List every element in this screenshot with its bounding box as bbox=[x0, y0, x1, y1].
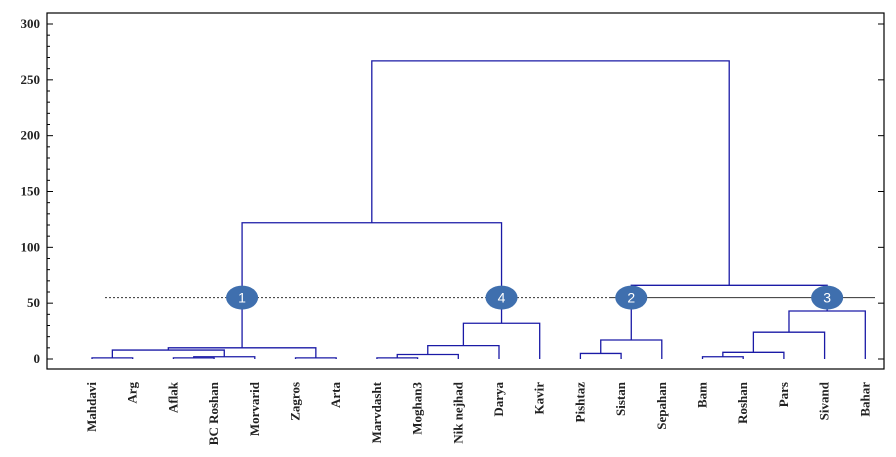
dendrogram-link bbox=[172, 357, 215, 359]
dendrogram-link bbox=[371, 60, 730, 286]
dendrogram-link bbox=[376, 357, 419, 359]
dendrogram-link bbox=[722, 351, 785, 359]
y-tick-label: 200 bbox=[21, 128, 41, 143]
leaf-label: Aflak bbox=[165, 381, 180, 413]
leaf-label: Sivand bbox=[817, 381, 832, 420]
leaf-label: BC Roshan bbox=[206, 381, 221, 445]
cluster-markers: 1 4 2 3 bbox=[226, 285, 844, 310]
y-tick-label: 150 bbox=[21, 184, 41, 199]
dendrogram-link bbox=[462, 322, 541, 359]
dendrogram-link bbox=[600, 339, 663, 359]
dendrogram-link bbox=[427, 344, 500, 359]
dendrogram-link bbox=[752, 331, 826, 359]
leaf-label: Pars bbox=[776, 382, 791, 407]
leaf-label: Arta bbox=[328, 382, 343, 408]
y-tick-label: 100 bbox=[21, 239, 41, 254]
leaf-label: Bam bbox=[695, 382, 710, 408]
cluster-label: 4 bbox=[498, 290, 506, 306]
y-tick-label: 250 bbox=[21, 72, 41, 87]
dendrogram-links bbox=[91, 60, 866, 359]
y-tick-label: 300 bbox=[21, 16, 41, 31]
leaf-label: Zagros bbox=[288, 382, 303, 421]
leaf-label: Darya bbox=[491, 382, 506, 417]
leaf-label: Marvdasht bbox=[369, 381, 384, 443]
leaf-label: Morvarid bbox=[247, 381, 262, 436]
dendrogram-link bbox=[241, 222, 503, 348]
cluster-label: 2 bbox=[627, 290, 635, 306]
leaf-label: Arg bbox=[125, 382, 140, 404]
cluster-label: 1 bbox=[238, 290, 246, 306]
leaf-label: Sepahan bbox=[654, 381, 669, 429]
chart-axes: 0 50 100 150 200 250 300 bbox=[21, 12, 885, 370]
plot-frame bbox=[46, 12, 885, 370]
dendrogram-link bbox=[701, 356, 744, 359]
y-tick-label: 0 bbox=[34, 351, 41, 366]
leaf-label: Roshan bbox=[735, 381, 750, 424]
leaf-label: Moghan3 bbox=[410, 382, 425, 435]
cluster-label: 3 bbox=[823, 290, 831, 306]
cluster-marker bbox=[615, 285, 648, 310]
leaf-label: Pishtaz bbox=[572, 382, 587, 423]
cluster-marker bbox=[485, 285, 518, 310]
cluster-marker bbox=[811, 285, 844, 310]
dendrogram-link bbox=[193, 356, 256, 359]
dendrogram-link bbox=[111, 349, 225, 358]
leaf-label: Sistan bbox=[613, 381, 628, 416]
leaf-label: Mahdavi bbox=[84, 382, 99, 432]
y-tick-label: 50 bbox=[27, 295, 40, 310]
dendrogram-link bbox=[91, 357, 134, 359]
dendrogram-link bbox=[294, 357, 337, 359]
leaf-labels: Mahdavi Arg Aflak BC Roshan Morvarid Zagros Ar… bbox=[84, 381, 872, 445]
leaf-label: Nik nejhad bbox=[450, 381, 465, 444]
leaf-label: Bahar bbox=[857, 382, 872, 417]
dendrogram-link bbox=[788, 310, 866, 359]
leaf-label: Kavir bbox=[532, 382, 547, 415]
dendrogram-link bbox=[579, 352, 622, 359]
cluster-marker bbox=[226, 285, 259, 310]
